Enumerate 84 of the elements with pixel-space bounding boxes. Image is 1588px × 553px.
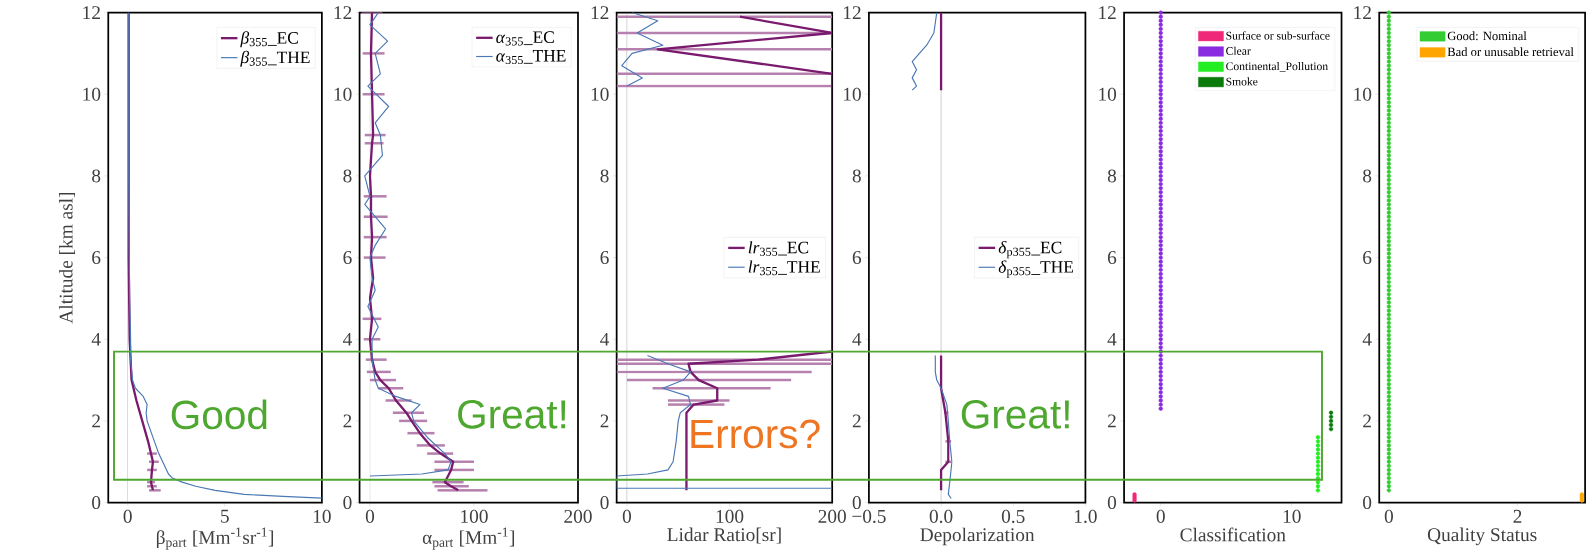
y-tick-label: 10 — [1354, 87, 1372, 101]
y-tick-label: 8 — [1363, 169, 1372, 183]
x-tick-label: 0 — [365, 509, 375, 523]
y-tick-label: 2 — [1107, 414, 1116, 428]
y-tick-label: 8 — [1107, 169, 1117, 183]
x-tick-label: 0 — [1156, 509, 1165, 523]
legend-label: Good: Nominal — [1447, 31, 1527, 41]
y-tick-label: 0 — [1363, 496, 1372, 510]
x-tick-label: 100 — [716, 509, 744, 523]
y-tick-label: 4 — [600, 332, 610, 346]
y-tick-label: 6 — [343, 251, 352, 265]
legend-label: δ$_{p355}$_EC — [998, 241, 1062, 259]
x-axis-title: Depolarization — [920, 527, 1035, 546]
legend-label: α$_{355}$_EC — [496, 31, 554, 46]
y-tick-label: 12 — [83, 6, 100, 19]
y-tick-label: 6 — [92, 251, 101, 265]
y-tick-label: 2 — [92, 414, 100, 428]
x-tick-label: 0.0 — [929, 509, 953, 524]
y-tick-label: 4 — [1362, 332, 1372, 346]
x-tick-label: 100 — [461, 509, 488, 523]
annotation: Errors? — [691, 419, 820, 449]
y-tick-label: 8 — [343, 169, 352, 183]
x-tick-label: 2 — [1513, 509, 1522, 523]
y-tick-label: 2 — [600, 414, 609, 428]
y-tick-label: 4 — [343, 332, 352, 346]
y-tick-label: 0 — [852, 496, 861, 510]
x-tick-label: 200 — [564, 509, 592, 523]
legend-label: δ$_{p355}$_THE — [998, 260, 1074, 278]
x-tick-label: 1.0 — [1075, 509, 1097, 524]
legend-label: Continental_Pollution — [1226, 62, 1328, 72]
y-tick-label: 12 — [844, 6, 861, 19]
y-tick-label: 10 — [844, 87, 861, 101]
y-tick-label: 0 — [600, 496, 609, 510]
y-tick-label: 8 — [600, 169, 609, 183]
annotation: Great! — [458, 400, 566, 429]
x-tick-label: 0.5 — [1001, 509, 1025, 524]
y-tick-label: 4 — [91, 332, 101, 346]
y-tick-label: 12 — [1099, 6, 1116, 19]
x-axis-title: Classification — [1180, 527, 1286, 542]
y-tick-label: 6 — [852, 251, 862, 265]
y-tick-label: 0 — [92, 496, 101, 510]
x-tick-label: 10 — [313, 509, 331, 523]
x-axis-title: β$_{part}$ [Mm$^{-1}$sr$^{-1}$] — [156, 527, 274, 550]
y-tick-label: 4 — [852, 332, 862, 346]
x-tick-label: 5 — [221, 509, 229, 523]
y-tick-label: 8 — [92, 169, 101, 183]
y-tick-label: 12 — [1354, 6, 1371, 19]
annotation: Good — [171, 399, 267, 430]
legend-label: β$_{355}$_EC — [240, 31, 298, 48]
y-tick-label: 8 — [852, 169, 861, 183]
annotation: Great! — [961, 400, 1069, 429]
y-tick-label: 6 — [1363, 251, 1372, 265]
x-tick-label: 0 — [1384, 509, 1393, 523]
x-tick-label: −0.5 — [852, 509, 886, 524]
x-tick-label: 10 — [1283, 509, 1301, 523]
y-tick-label: 6 — [1107, 251, 1117, 265]
x-axis-title: α$_{part}$ [Mm$^{-1}$] — [422, 527, 515, 550]
y-tick-label: 0 — [1107, 496, 1117, 510]
legend-label: β$_{355}$_THE — [240, 50, 310, 67]
y-tick-label: 12 — [591, 6, 609, 19]
y-tick-label: 0 — [343, 496, 352, 510]
y-tick-label: 10 — [1099, 87, 1117, 101]
legend-label: Surface or sub-surface — [1226, 31, 1330, 40]
x-axis-title: Quality Status — [1427, 527, 1537, 546]
x-tick-label: 0 — [123, 509, 132, 523]
y-tick-label: 4 — [1107, 332, 1117, 346]
y-tick-label: 2 — [1363, 414, 1371, 428]
x-tick-label: 200 — [818, 509, 846, 523]
legend-label: lr$_{355}$_THE — [748, 260, 820, 276]
legend-label: Clear — [1226, 46, 1251, 55]
y-tick-label: 10 — [83, 87, 101, 101]
y-tick-label: 12 — [334, 6, 352, 19]
y-tick-label: 6 — [600, 251, 609, 265]
x-tick-label: 0 — [622, 509, 632, 523]
y-tick-label: 2 — [343, 414, 352, 428]
legend-label: lr$_{355}$_EC — [748, 241, 809, 256]
y-tick-label: 10 — [334, 87, 352, 101]
x-axis-title: Lidar Ratio[sr] — [667, 527, 781, 544]
legend-label: Bad or unusable retrieval — [1447, 47, 1574, 57]
y-tick-label: 10 — [591, 87, 609, 101]
legend-label: α$_{355}$_THE — [496, 50, 566, 65]
legend-label: Smoke — [1226, 77, 1258, 86]
y-axis-title: Altitude [km asl] — [59, 192, 76, 324]
y-tick-label: 2 — [852, 414, 861, 428]
